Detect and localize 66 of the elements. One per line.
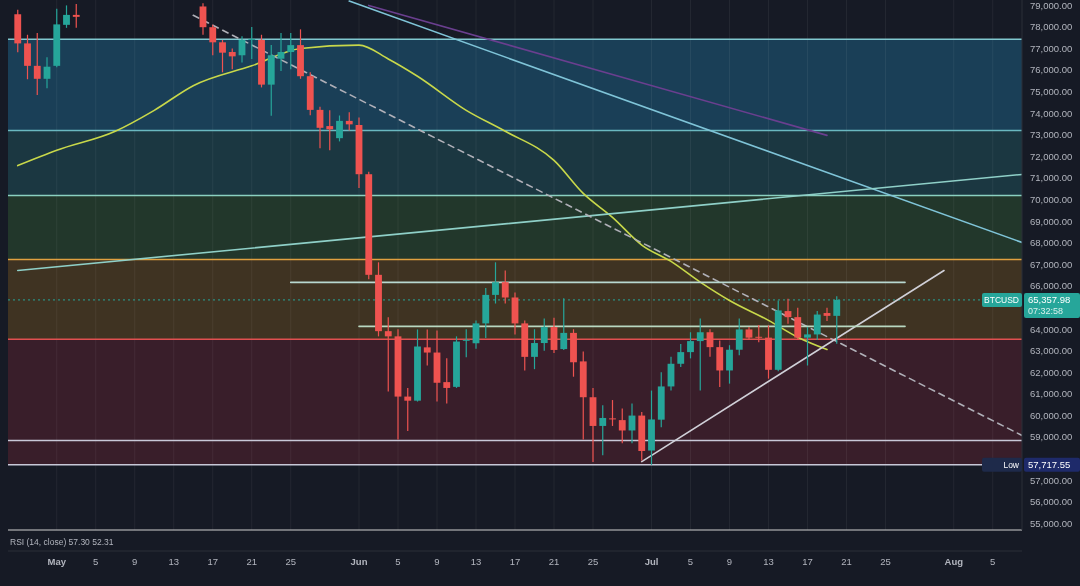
x-tick-label: 21 — [246, 556, 258, 567]
ref-line-label: BTCUSD — [984, 294, 1019, 305]
y-tick-label: 73,000.00 — [1030, 129, 1073, 141]
y-tick-label: 71,000.00 — [1030, 172, 1073, 184]
candlestick — [267, 44, 275, 117]
y-tick-label: 67,000.00 — [1030, 258, 1073, 270]
x-tick-label: Jul — [644, 556, 659, 567]
x-tick-label: 13 — [168, 556, 180, 567]
x-tick-label: 25 — [285, 556, 297, 567]
ref-line-label: Low — [1003, 459, 1020, 470]
line-series — [16, 44, 828, 351]
x-tick-label: 13 — [470, 556, 482, 567]
y-tick-label: 77,000.00 — [1030, 42, 1073, 54]
text: 57,717.55 — [1028, 459, 1071, 471]
candlestick — [219, 39, 226, 73]
y-tick-label: 56,000.00 — [1030, 496, 1073, 508]
x-tick-label: 5 — [93, 556, 99, 567]
candlestick — [657, 371, 665, 428]
x-tick-label: 17 — [802, 556, 813, 567]
x-tick-label: 9 — [726, 556, 733, 567]
text: 65,357.98 — [1028, 294, 1071, 306]
x-tick-label: Jun — [350, 556, 368, 567]
y-tick-label: 76,000.00 — [1030, 64, 1073, 76]
text: RSI (14, close) 57.30 52.31 — [10, 537, 114, 547]
candlestick — [794, 307, 802, 341]
y-tick-label: 78,000.00 — [1030, 21, 1073, 33]
candlestick — [423, 328, 431, 367]
y-tick-label: 74,000.00 — [1030, 107, 1073, 119]
y-tick-label: 64,000.00 — [1030, 323, 1073, 335]
y-tick-label: 68,000.00 — [1030, 237, 1073, 249]
candlestick — [735, 317, 743, 356]
y-tick-label: 63,000.00 — [1030, 345, 1073, 357]
x-tick-label: 21 — [548, 556, 560, 567]
x-tick-label: 17 — [509, 556, 521, 567]
x-tick-label: 5 — [687, 556, 694, 567]
x-tick-label: Aug — [944, 556, 964, 567]
candlestick — [24, 34, 31, 80]
y-tick-label: 69,000.00 — [1030, 215, 1073, 227]
text: 07:32:58 — [1028, 306, 1064, 317]
y-tick-label: 79,000.00 — [1030, 0, 1073, 11]
candlestick — [804, 326, 811, 367]
y-tick-label: 61,000.00 — [1030, 388, 1073, 400]
y-tick-label: 62,000.00 — [1030, 366, 1073, 378]
y-tick-label: 66,000.00 — [1030, 280, 1073, 292]
y-tick-label: 70,000.00 — [1030, 194, 1073, 206]
x-tick-label: 25 — [880, 556, 891, 567]
y-tick-label: 57,000.00 — [1030, 474, 1073, 486]
y-tick-label: 75,000.00 — [1030, 86, 1073, 98]
candlestick — [677, 343, 685, 368]
y-tick-label: 59,000.00 — [1030, 431, 1073, 443]
y-tick-label: 55,000.00 — [1030, 517, 1073, 529]
x-tick-label: 17 — [207, 556, 219, 567]
x-tick-label: 9 — [132, 556, 138, 567]
y-tick-label: 60,000.00 — [1030, 409, 1073, 421]
candlestick — [443, 357, 451, 405]
y-tick-label: 72,000.00 — [1030, 150, 1073, 162]
candlestick — [648, 389, 655, 466]
x-tick-label: 21 — [841, 556, 852, 567]
candlestick — [696, 317, 704, 392]
x-tick-label: 5 — [395, 556, 401, 567]
candlestick — [72, 3, 80, 29]
x-tick-label: 9 — [434, 556, 440, 567]
x-tick-label: May — [47, 556, 67, 567]
x-tick-label: 5 — [990, 556, 996, 567]
x-tick-label: 13 — [763, 556, 774, 567]
x-tick-label: 25 — [587, 556, 599, 567]
